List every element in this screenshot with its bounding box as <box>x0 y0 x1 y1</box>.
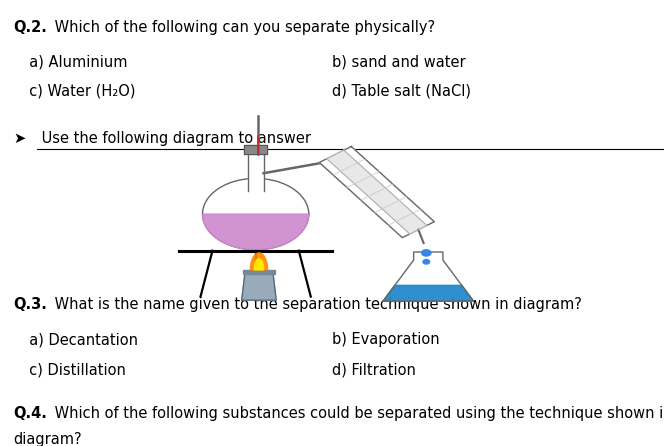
Text: Which of the following can you separate physically?: Which of the following can you separate … <box>50 20 435 35</box>
Polygon shape <box>244 145 267 154</box>
Text: d) Filtration: d) Filtration <box>332 363 416 378</box>
Polygon shape <box>327 150 427 234</box>
Polygon shape <box>243 270 275 274</box>
Text: Which of the following substances could be separated using the technique shown i: Which of the following substances could … <box>50 406 664 421</box>
Polygon shape <box>248 152 264 191</box>
Text: Q.3.: Q.3. <box>13 297 47 312</box>
Text: a) Aluminium: a) Aluminium <box>20 55 127 70</box>
Text: d) Table salt (NaCl): d) Table salt (NaCl) <box>332 84 471 99</box>
Polygon shape <box>250 253 268 270</box>
Text: c) Distillation: c) Distillation <box>20 363 125 378</box>
Circle shape <box>422 250 431 256</box>
Polygon shape <box>319 147 434 238</box>
Polygon shape <box>242 274 276 300</box>
Text: c) Water (H₂O): c) Water (H₂O) <box>20 84 135 99</box>
Text: Q.4.: Q.4. <box>13 406 47 421</box>
Text: diagram?: diagram? <box>13 432 82 446</box>
Text: a) Decantation: a) Decantation <box>20 332 138 347</box>
Text: What is the name given to the separation technique shown in diagram?: What is the name given to the separation… <box>50 297 582 312</box>
Polygon shape <box>383 285 473 301</box>
Text: Q.2.: Q.2. <box>13 20 47 35</box>
Polygon shape <box>254 259 264 270</box>
Text: b) Evaporation: b) Evaporation <box>332 332 440 347</box>
Polygon shape <box>383 252 473 301</box>
Polygon shape <box>203 178 309 250</box>
Text: b) sand and water: b) sand and water <box>332 55 465 70</box>
Circle shape <box>423 260 430 264</box>
Text: ➤: ➤ <box>13 131 25 146</box>
Polygon shape <box>203 214 309 250</box>
Text: Use the following diagram to answer: Use the following diagram to answer <box>37 131 315 146</box>
Polygon shape <box>383 285 473 301</box>
